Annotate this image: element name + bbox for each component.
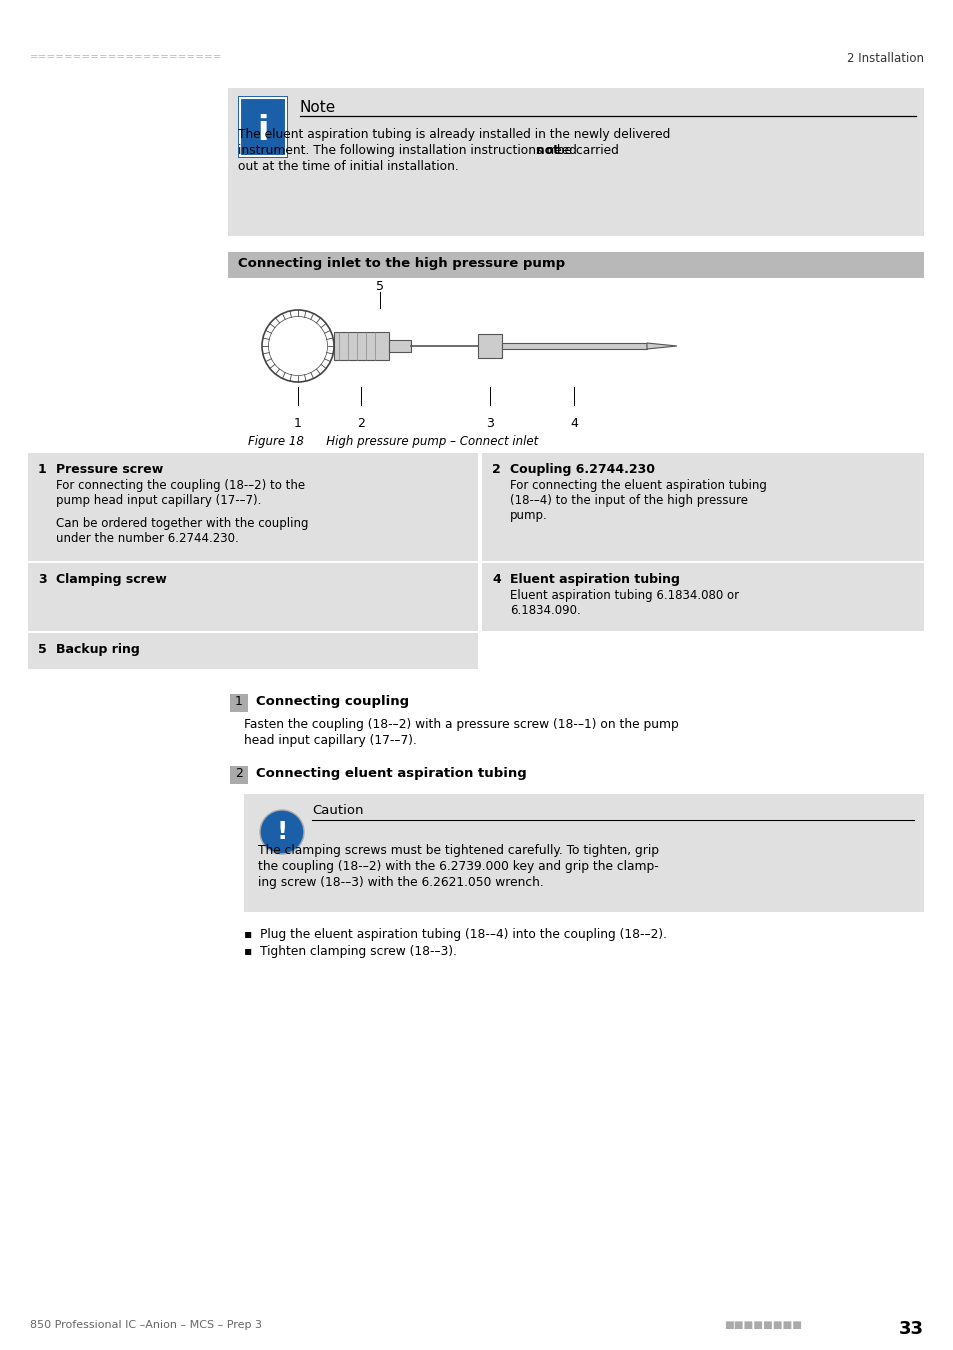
Text: Connecting eluent aspiration tubing: Connecting eluent aspiration tubing [255,767,526,780]
Text: 3: 3 [485,417,494,431]
Text: Backup ring: Backup ring [56,643,139,656]
Text: Can be ordered together with the coupling: Can be ordered together with the couplin… [56,517,308,531]
Text: ▪  Tighten clamping screw (18-–3).: ▪ Tighten clamping screw (18-–3). [244,945,456,958]
Text: For connecting the coupling (18-–2) to the: For connecting the coupling (18-–2) to t… [56,479,305,491]
Text: 3: 3 [38,572,47,586]
Text: out at the time of initial installation.: out at the time of initial installation. [237,161,458,173]
Text: For connecting the eluent aspiration tubing: For connecting the eluent aspiration tub… [510,479,766,491]
Text: pump head input capillary (17-–7).: pump head input capillary (17-–7). [56,494,261,508]
Bar [244,794,923,913]
Text: ======================: ====================== [30,53,222,62]
Polygon shape [646,343,677,350]
Bar [389,340,411,352]
Text: 2: 2 [234,767,243,780]
Bar [230,765,248,784]
Text: High pressure pump – Connect inlet: High pressure pump – Connect inlet [314,435,537,448]
Text: i: i [257,113,269,147]
Text: Eluent aspiration tubing 6.1834.080 or: Eluent aspiration tubing 6.1834.080 or [510,589,739,602]
Text: 5: 5 [375,279,384,293]
Text: ■■■■■■■■: ■■■■■■■■ [723,1320,801,1330]
Text: 2: 2 [492,463,500,477]
Text: 2: 2 [356,417,365,431]
Text: 850 Professional IC –Anion – MCS – Prep 3: 850 Professional IC –Anion – MCS – Prep … [30,1320,262,1330]
Text: head input capillary (17-–7).: head input capillary (17-–7). [244,734,416,747]
Bar [477,333,501,358]
Bar [481,454,923,562]
Text: ▪  Plug the eluent aspiration tubing (18-–4) into the coupling (18-–2).: ▪ Plug the eluent aspiration tubing (18-… [244,927,666,941]
Text: Coupling 6.2744.230: Coupling 6.2744.230 [510,463,655,477]
Text: under the number 6.2744.230.: under the number 6.2744.230. [56,532,238,545]
Text: Pressure screw: Pressure screw [56,463,163,477]
Bar [28,454,477,562]
Text: ing screw (18-–3) with the 6.2621.050 wrench.: ing screw (18-–3) with the 6.2621.050 wr… [257,876,543,890]
Text: instrument. The following installation instructions need: instrument. The following installation i… [237,144,580,157]
Text: The eluent aspiration tubing is already installed in the newly delivered: The eluent aspiration tubing is already … [237,128,670,140]
Bar [228,252,923,278]
Text: pump.: pump. [510,509,547,522]
Text: 1: 1 [38,463,47,477]
Bar [28,563,477,630]
Text: (18-–4) to the input of the high pressure: (18-–4) to the input of the high pressur… [510,494,747,508]
Bar [240,99,286,157]
Text: Connecting coupling: Connecting coupling [255,695,409,707]
Bar [501,343,646,350]
Bar [481,563,923,630]
Text: the coupling (18-–2) with the 6.2739.000 key and grip the clamp-: the coupling (18-–2) with the 6.2739.000… [257,860,659,873]
Text: 6.1834.090.: 6.1834.090. [510,603,580,617]
Text: not: not [535,144,558,157]
Bar [228,88,923,236]
Text: 4: 4 [570,417,578,431]
Bar [237,96,288,158]
Text: Fasten the coupling (18-–2) with a pressure screw (18-–1) on the pump: Fasten the coupling (18-–2) with a press… [244,718,678,730]
Text: Connecting inlet to the high pressure pump: Connecting inlet to the high pressure pu… [237,256,564,270]
Bar [28,633,477,670]
Text: Figure 18: Figure 18 [248,435,304,448]
Text: !: ! [276,819,288,844]
Text: 33: 33 [898,1320,923,1338]
Text: 5: 5 [38,643,47,656]
Text: Clamping screw: Clamping screw [56,572,167,586]
Text: Note: Note [299,100,335,115]
Text: Eluent aspiration tubing: Eluent aspiration tubing [510,572,679,586]
Text: 4: 4 [492,572,500,586]
Bar [334,332,389,360]
Text: The clamping screws must be tightened carefully. To tighten, grip: The clamping screws must be tightened ca… [257,844,659,857]
Text: Caution: Caution [312,805,363,817]
Text: 1: 1 [234,695,243,707]
Bar [230,694,248,711]
Circle shape [260,810,304,855]
Text: be carried: be carried [552,144,618,157]
Text: 2 Installation: 2 Installation [846,53,923,65]
Text: 1: 1 [294,417,301,431]
